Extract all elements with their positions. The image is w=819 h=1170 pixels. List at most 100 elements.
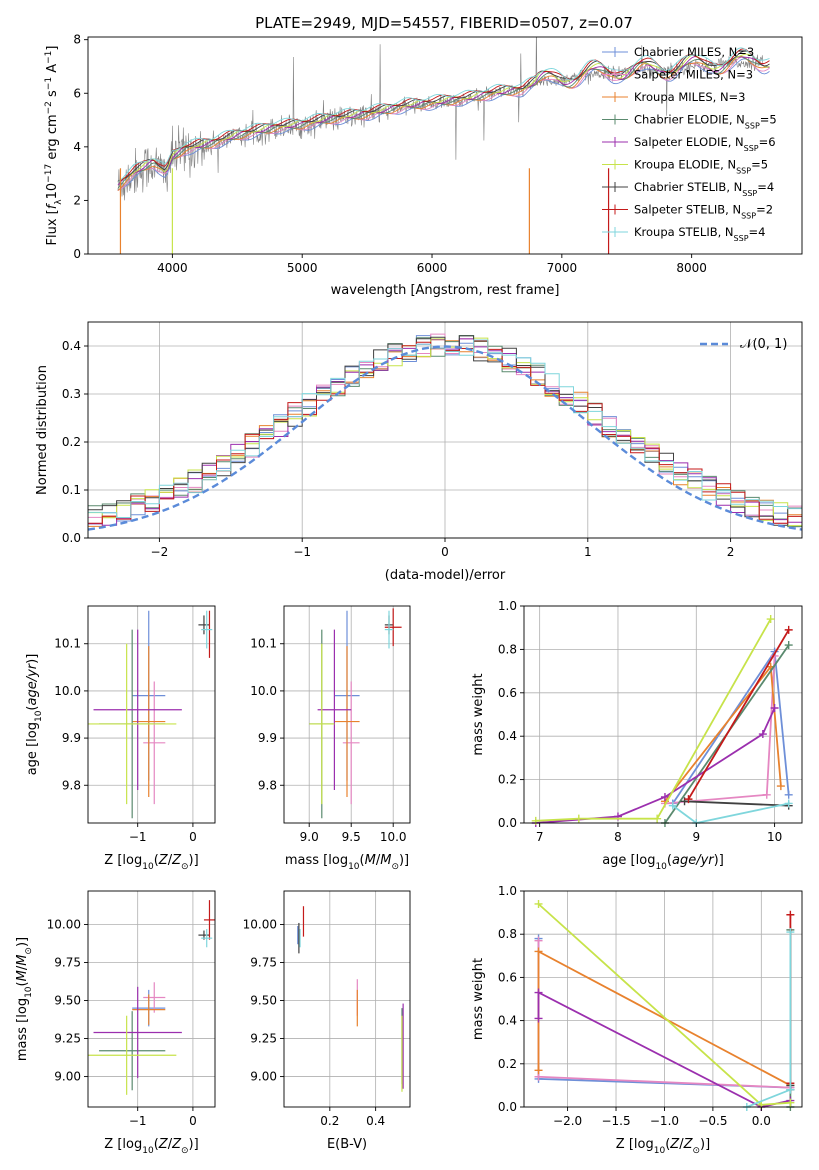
x-tick-label: 9.0 xyxy=(300,830,319,844)
mass-weight-marker xyxy=(786,1085,795,1094)
y-tick-label: 8 xyxy=(73,33,81,47)
y-tick-label: 0.2 xyxy=(62,435,81,449)
y-tick-label: 0.0 xyxy=(498,1100,517,1114)
x-tick-label: 8000 xyxy=(676,261,707,275)
x-axis-label: Z [log10(Z/Z⊙)] xyxy=(104,1137,198,1156)
mass-weight-marker xyxy=(684,795,693,804)
y-tick-label: 0.2 xyxy=(498,1057,517,1071)
mass-weight-marker xyxy=(653,814,662,823)
y-tick-label: 9.75 xyxy=(250,955,277,969)
axes-frame xyxy=(283,890,411,1108)
y-tick-label: 10.1 xyxy=(54,637,81,651)
x-tick-label: 0.4 xyxy=(366,1114,385,1128)
y-tick-label: 0.4 xyxy=(498,729,517,743)
figure-title: PLATE=2949, MJD=54557, FIBERID=0507, z=0… xyxy=(255,14,633,32)
legend-entry: Kroupa MILES, N=3 xyxy=(634,90,746,104)
mass-weight-marker xyxy=(770,703,779,712)
mass-weight-marker xyxy=(786,928,795,937)
x-tick-label: 7 xyxy=(536,830,544,844)
y-tick-label: 0.0 xyxy=(62,531,81,545)
y-tick-label: 10.00 xyxy=(243,917,277,931)
x-axis-label: Z [log10(Z/Z⊙)] xyxy=(104,853,198,872)
mass-weight-marker xyxy=(776,782,785,791)
mass-vs-metallicity-panel: −1 0 9.00 9.25 9.50 9.75 10.00 Z [log10(Z/Z⊙)] m… xyxy=(15,890,216,1156)
mass-weight-marker xyxy=(531,816,540,825)
age-vs-mass-panel: 9.0 9.5 10.0 9.8 9.9 10.0 10.1 mass [log10(M/M⊙… xyxy=(250,605,411,872)
axes-frame xyxy=(87,890,216,1108)
x-tick-label: −0.5 xyxy=(698,1114,727,1128)
y-axis-label: mass weight xyxy=(471,958,486,1040)
y-tick-label: 9.8 xyxy=(258,778,277,792)
y-axis-label: Normed distribution xyxy=(35,365,50,495)
mass-weight-marker xyxy=(766,615,775,624)
mass-weight-marker xyxy=(786,1098,795,1107)
x-tick-label: 10 xyxy=(767,830,782,844)
y-tick-label: 0.1 xyxy=(62,483,81,497)
y-tick-label: 10.0 xyxy=(54,684,81,698)
axes-frame xyxy=(523,890,803,1108)
mass-weight-marker xyxy=(784,641,793,650)
legend-entry: Salpeter STELIB, NSSP=2 xyxy=(634,203,773,221)
y-tick-label: 10.00 xyxy=(47,917,81,931)
y-tick-label: 0.6 xyxy=(498,686,517,700)
mass-weight-marker xyxy=(762,790,771,799)
y-tick-label: 6 xyxy=(73,86,81,100)
x-tick-label: −1.0 xyxy=(650,1114,679,1128)
x-tick-label: 0.0 xyxy=(752,1114,771,1128)
y-tick-label: 9.9 xyxy=(258,731,277,745)
y-tick-label: 9.50 xyxy=(54,994,81,1008)
x-tick-label: 4000 xyxy=(157,261,188,275)
x-tick-label: 1 xyxy=(584,545,592,559)
x-tick-label: −2 xyxy=(151,545,169,559)
y-tick-label: 0.6 xyxy=(498,970,517,984)
legend-entry: Chabrier MILES, N=3 xyxy=(634,45,754,59)
x-tick-label: 7000 xyxy=(547,261,578,275)
axes-frame xyxy=(87,605,216,824)
y-axis-label: age [log10(age/yr)] xyxy=(25,654,44,776)
axes-frame xyxy=(87,36,803,255)
x-axis-label: wavelength [Angstrom, rest frame] xyxy=(331,283,560,298)
x-tick-label: 8 xyxy=(614,830,622,844)
y-tick-label: 0.4 xyxy=(62,339,81,353)
x-tick-label: −1 xyxy=(129,1114,147,1128)
y-axis-label: Flux [fλ10−17 erg cm−2 s−1 A−1] xyxy=(44,46,64,246)
y-tick-label: 1.0 xyxy=(498,599,517,613)
mass-weight-marker xyxy=(784,625,793,634)
y-tick-label: 9.9 xyxy=(62,731,81,745)
mass-weight-line xyxy=(684,800,789,807)
x-tick-label: 0 xyxy=(189,1114,197,1128)
mass-weight-line xyxy=(535,618,772,822)
y-tick-label: 0.2 xyxy=(498,773,517,787)
legend-entry: Kroupa STELIB, NSSP=4 xyxy=(634,225,765,243)
residual-histogram xyxy=(88,339,802,538)
mass-weight-line xyxy=(672,802,789,823)
mass-weight-line xyxy=(687,629,790,800)
x-tick-label: −1 xyxy=(293,545,311,559)
mass-weight-marker xyxy=(660,792,669,801)
x-tick-label: 2 xyxy=(727,545,735,559)
x-axis-label: age [log10(age/yr)] xyxy=(602,853,724,872)
y-tick-label: 9.00 xyxy=(54,1070,81,1084)
mass-weight-marker xyxy=(786,910,795,919)
x-tick-label: −2.0 xyxy=(553,1114,582,1128)
axes-frame xyxy=(283,605,411,824)
x-tick-label: 0 xyxy=(189,830,197,844)
x-tick-label: 5000 xyxy=(287,261,318,275)
x-tick-label: 9.5 xyxy=(342,830,361,844)
legend-entry: Salpeter MILES, N=3 xyxy=(634,68,753,82)
x-axis-label: (data-model)/error xyxy=(385,568,506,583)
x-tick-label: 9 xyxy=(692,830,700,844)
y-tick-label: 0.8 xyxy=(498,927,517,941)
x-tick-label: −1 xyxy=(129,830,147,844)
legend-entry: Salpeter ELODIE, NSSP=6 xyxy=(634,135,776,153)
y-tick-label: 4 xyxy=(73,140,81,154)
y-tick-label: 0.4 xyxy=(498,1014,517,1028)
mass-weight-marker xyxy=(574,814,583,823)
y-tick-label: 9.8 xyxy=(62,778,81,792)
residuals-panel: −2 −1 0 1 2 0.0 0.1 0.2 0.3 0.4 𝒩(0, 1) (data-model… xyxy=(35,321,803,583)
y-tick-label: 9.50 xyxy=(250,994,277,1008)
mass-weight-marker xyxy=(668,801,677,810)
mass-weight-marker xyxy=(534,936,543,945)
